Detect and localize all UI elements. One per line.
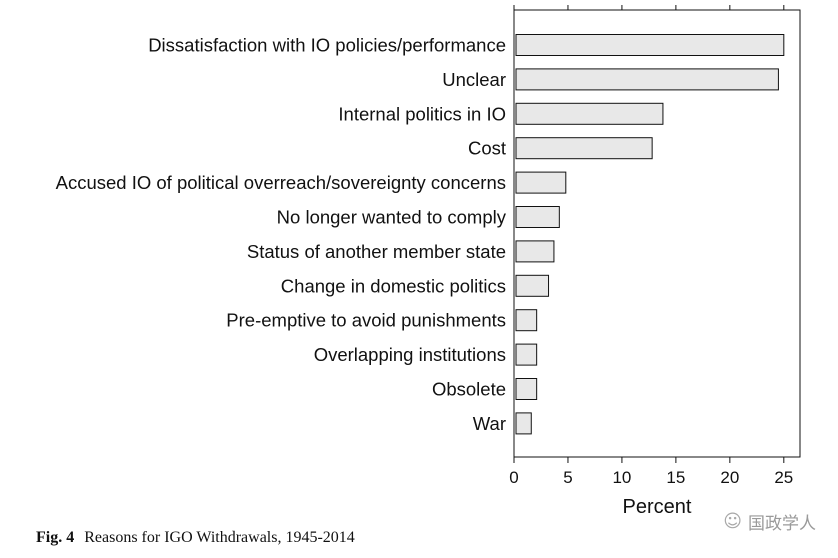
bar: [515, 343, 538, 366]
category-label: Internal politics in IO: [338, 103, 506, 124]
x-axis-ticks: 0 5 10 15 20 25: [509, 5, 793, 487]
x-tick-label: 20: [720, 468, 739, 487]
x-tick-label: 25: [774, 468, 793, 487]
bar: [515, 274, 550, 297]
x-tick-label: 5: [563, 468, 572, 487]
figure-caption: Fig. 4 Reasons for IGO Withdrawals, 1945-…: [36, 529, 355, 547]
bar: [515, 378, 538, 400]
bar: [515, 137, 653, 160]
wechat-icon: ☺: [723, 511, 742, 532]
category-label: No longer wanted to comply: [277, 207, 507, 228]
watermark: ☺ 国政学人: [723, 509, 816, 534]
figure-number: Fig. 4: [36, 529, 75, 546]
bar: [515, 102, 664, 125]
plot-border: [513, 9, 801, 458]
category-label: Accused IO of political overreach/sovere…: [56, 172, 506, 193]
category-label: Overlapping institutions: [314, 344, 506, 365]
x-tick-label: 0: [509, 468, 518, 487]
x-axis-title: Percent: [623, 496, 692, 518]
bar: [515, 412, 532, 435]
category-label: Unclear: [442, 69, 506, 90]
category-label: Pre-emptive to avoid punishments: [226, 310, 506, 331]
bar: [515, 240, 555, 263]
plot-frame: [513, 9, 801, 458]
bars: [515, 34, 785, 435]
bar: [515, 68, 779, 91]
x-tick-label: 10: [612, 468, 631, 487]
bar: [515, 34, 785, 56]
bar: [515, 171, 567, 194]
x-tick-label: 15: [666, 468, 685, 487]
category-label: Dissatisfaction with IO policies/perform…: [148, 35, 506, 56]
bar: [515, 206, 560, 228]
category-label: War: [473, 413, 506, 434]
category-label: Obsolete: [432, 379, 506, 400]
category-labels: Dissatisfaction with IO policies/perform…: [56, 35, 507, 434]
watermark-text: 国政学人: [748, 514, 816, 534]
category-label: Status of another member state: [247, 241, 506, 262]
figure-caption-text: Reasons for IGO Withdrawals, 1945-2014: [84, 529, 355, 546]
category-label: Change in domestic politics: [281, 275, 506, 296]
bar: [515, 309, 538, 332]
category-label: Cost: [468, 138, 506, 159]
